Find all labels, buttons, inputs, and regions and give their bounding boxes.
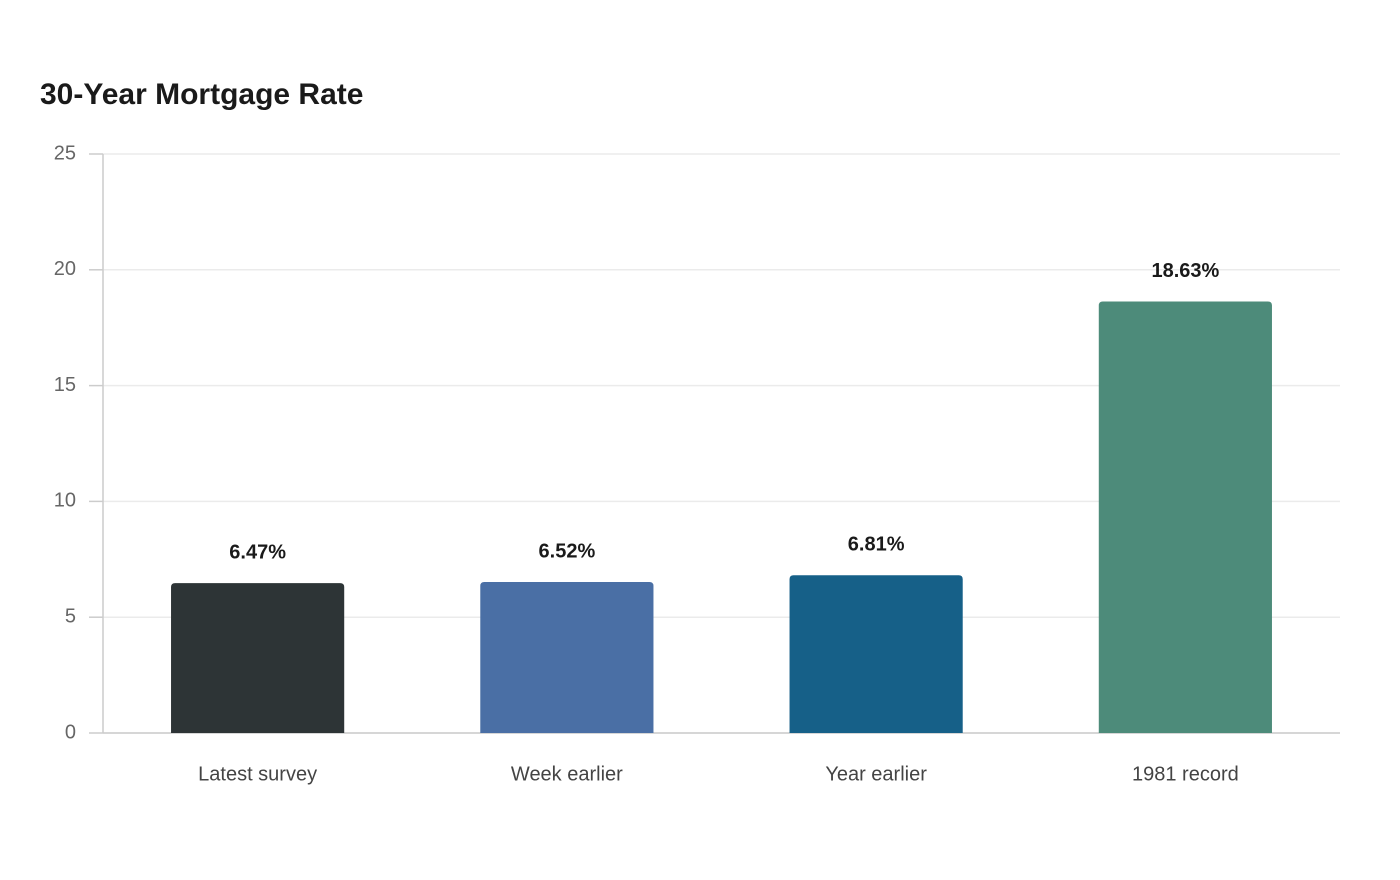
y-tick-label: 10 bbox=[54, 490, 76, 512]
x-tick-label: 1981 record bbox=[1132, 763, 1239, 785]
bar bbox=[480, 581, 654, 733]
x-tick-label: Week earlier bbox=[511, 763, 623, 785]
bar bbox=[171, 583, 345, 733]
bar bbox=[1098, 301, 1272, 733]
x-tick-label: Year earlier bbox=[825, 763, 927, 785]
x-tick-label: Latest survey bbox=[198, 763, 317, 785]
value-label: 6.81% bbox=[848, 534, 905, 556]
value-label: 6.52% bbox=[539, 540, 596, 562]
y-tick-label: 25 bbox=[54, 142, 76, 164]
chart-title: 30-Year Mortgage Rate bbox=[40, 78, 363, 111]
y-tick-label: 20 bbox=[54, 258, 76, 280]
value-label: 6.47% bbox=[229, 541, 286, 563]
value-label: 18.63% bbox=[1151, 260, 1219, 282]
y-tick-label: 0 bbox=[65, 721, 76, 743]
bar bbox=[789, 575, 963, 733]
y-tick-label: 15 bbox=[54, 374, 76, 396]
y-tick-label: 5 bbox=[65, 605, 76, 627]
